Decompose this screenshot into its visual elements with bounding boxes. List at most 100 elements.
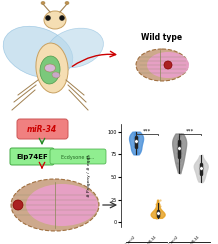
Point — [200, 160, 204, 163]
Point — [133, 142, 137, 146]
Point — [178, 152, 182, 156]
Point — [199, 163, 202, 166]
Point — [154, 216, 158, 220]
Ellipse shape — [11, 179, 99, 231]
Y-axis label: # Progeny / # eggs: # Progeny / # eggs — [87, 154, 91, 197]
Text: UAS-mir2: UAS-mir2 — [121, 235, 136, 244]
Point — [135, 140, 138, 144]
Ellipse shape — [164, 61, 172, 69]
Point — [154, 214, 157, 218]
Point — [156, 210, 159, 214]
Point — [132, 136, 136, 140]
Point — [136, 135, 140, 139]
Ellipse shape — [3, 26, 73, 78]
Point — [197, 168, 200, 172]
Point — [177, 138, 180, 142]
Point — [133, 145, 136, 149]
Point — [133, 142, 136, 145]
Point — [198, 164, 201, 168]
Point — [135, 149, 138, 153]
Point — [177, 132, 181, 135]
Point — [155, 211, 159, 215]
Point — [199, 171, 203, 174]
Ellipse shape — [41, 1, 45, 4]
Point — [135, 131, 138, 134]
Point — [155, 216, 158, 220]
Point — [178, 139, 181, 143]
Point — [178, 134, 182, 138]
Point — [177, 141, 181, 144]
Point — [132, 144, 136, 148]
FancyBboxPatch shape — [10, 148, 54, 165]
Text: UAS-miR-34: UAS-miR-34 — [140, 235, 158, 244]
Point — [201, 177, 204, 181]
Point — [176, 166, 180, 170]
Point — [201, 166, 204, 170]
Point — [135, 138, 138, 142]
Point — [177, 140, 181, 144]
Point — [134, 152, 137, 156]
Point — [133, 134, 136, 138]
Point — [156, 208, 160, 212]
Point — [201, 162, 204, 165]
Point — [154, 212, 158, 216]
Point — [133, 138, 137, 142]
Text: UAS-mir2: UAS-mir2 — [164, 235, 179, 244]
Ellipse shape — [60, 16, 65, 20]
Point — [158, 204, 161, 208]
Text: Ecdysone si...: Ecdysone si... — [61, 154, 95, 160]
Point — [197, 171, 201, 174]
Ellipse shape — [44, 11, 66, 29]
Point — [177, 161, 180, 164]
Point — [136, 134, 139, 138]
Point — [177, 156, 181, 160]
Point — [157, 214, 161, 218]
Point — [133, 132, 136, 136]
Point — [156, 215, 160, 219]
Point — [158, 214, 161, 218]
Point — [200, 178, 204, 182]
Point — [198, 166, 202, 170]
Point — [201, 161, 204, 164]
Point — [178, 149, 181, 153]
Point — [156, 207, 160, 211]
Ellipse shape — [36, 43, 68, 93]
Point — [175, 152, 179, 155]
Point — [177, 155, 181, 159]
Point — [179, 144, 182, 148]
Ellipse shape — [52, 72, 60, 78]
Point — [198, 173, 202, 177]
Point — [134, 152, 138, 155]
Point — [179, 154, 182, 158]
Point — [135, 137, 139, 141]
Point — [199, 163, 203, 167]
Point — [199, 155, 203, 159]
Point — [199, 162, 203, 165]
Point — [136, 137, 139, 141]
Point — [133, 132, 136, 136]
Point — [178, 133, 182, 137]
Point — [198, 165, 202, 169]
Point — [155, 212, 158, 216]
Point — [197, 169, 201, 173]
Ellipse shape — [44, 64, 56, 72]
Point — [176, 146, 179, 150]
Ellipse shape — [65, 1, 69, 4]
Point — [198, 175, 201, 179]
Text: ***: *** — [186, 128, 194, 133]
Ellipse shape — [40, 56, 60, 84]
Point — [178, 138, 182, 142]
Point — [158, 213, 161, 217]
Point — [177, 163, 181, 166]
Point — [158, 211, 162, 214]
Point — [157, 211, 160, 215]
Point — [198, 167, 202, 171]
Ellipse shape — [136, 49, 188, 81]
Point — [176, 164, 179, 168]
Point — [157, 202, 161, 206]
Point — [136, 151, 140, 154]
Point — [199, 162, 202, 165]
Point — [134, 145, 138, 149]
FancyBboxPatch shape — [50, 149, 106, 164]
Point — [154, 212, 158, 216]
